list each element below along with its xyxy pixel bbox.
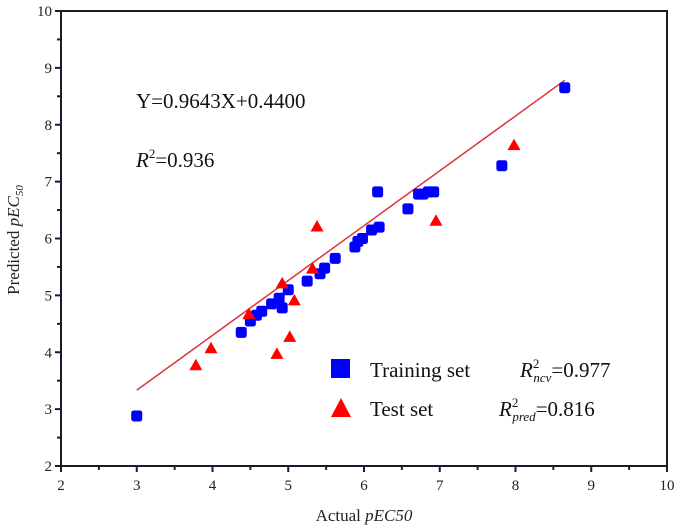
test-point-triangle-icon bbox=[283, 330, 297, 342]
legend-test-label: Test set bbox=[370, 397, 433, 421]
training-point-square-icon bbox=[329, 252, 341, 264]
ncv-value: =0.977 bbox=[551, 358, 610, 382]
training-point-square-icon bbox=[402, 203, 414, 215]
r2-letter: R bbox=[135, 148, 149, 172]
y-tick-label: 6 bbox=[45, 232, 53, 248]
training-point-square-icon bbox=[356, 233, 368, 244]
y-axis-title-subscript: 50 bbox=[14, 185, 26, 197]
test-point-triangle-icon bbox=[507, 138, 521, 151]
training-set-points bbox=[131, 82, 571, 422]
regression-line bbox=[136, 79, 566, 391]
y-axis-title-variable: pEC bbox=[4, 196, 23, 228]
training-legend-square-icon bbox=[331, 359, 350, 378]
training-point-square-icon bbox=[256, 305, 268, 317]
y-tick-label: 4 bbox=[45, 345, 53, 361]
axis-ticks bbox=[55, 10, 668, 472]
x-tick-label: 4 bbox=[209, 478, 217, 494]
training-point-square-icon bbox=[496, 160, 508, 172]
r2-value: =0.936 bbox=[155, 148, 214, 172]
x-tick-label: 7 bbox=[436, 478, 444, 494]
legend: Training set R2 ncv=0.977 Test set R2 pred… bbox=[331, 356, 610, 424]
test-point-triangle-icon bbox=[270, 347, 284, 359]
test-point-triangle-icon bbox=[204, 341, 218, 354]
y-tick-label: 9 bbox=[45, 61, 53, 77]
test-legend-triangle-icon bbox=[331, 398, 351, 417]
x-axis-title-prefix: Actual bbox=[316, 506, 366, 525]
pred-subscript: pred bbox=[511, 409, 536, 424]
x-tick-label: 10 bbox=[660, 478, 675, 494]
training-point-square-icon bbox=[301, 275, 313, 287]
legend-training-label: Training set bbox=[370, 358, 470, 382]
axis-tick-labels: 2 3 4 5 6 7 8 9 10 2 3 4 5 6 7 8 9 10 bbox=[37, 4, 675, 494]
training-point-square-icon bbox=[559, 82, 571, 94]
x-tick-label: 9 bbox=[588, 478, 596, 494]
x-tick-label: 2 bbox=[57, 478, 65, 494]
y-axis-title: Predicted pEC50 bbox=[4, 185, 26, 295]
training-point-square-icon bbox=[235, 326, 247, 338]
training-point-square-icon bbox=[372, 186, 384, 198]
training-point-square-icon bbox=[373, 221, 385, 233]
test-point-triangle-icon bbox=[429, 214, 443, 226]
x-tick-label: 8 bbox=[512, 478, 520, 494]
legend-pred-stat: R2 pred=0.816 bbox=[498, 395, 595, 424]
training-point-square-icon bbox=[273, 292, 285, 304]
x-axis-title-variable: pEC50 bbox=[364, 506, 413, 525]
r2-superscript: 2 bbox=[149, 146, 156, 161]
x-tick-label: 3 bbox=[133, 478, 141, 494]
ncv-letter: R bbox=[519, 358, 533, 382]
y-tick-label: 8 bbox=[45, 118, 53, 134]
test-point-triangle-icon bbox=[189, 358, 203, 371]
pred-letter: R bbox=[498, 397, 512, 421]
regression-equation: Y=0.9643X+0.4400 bbox=[136, 89, 306, 113]
legend-ncv-stat: R2 ncv=0.977 bbox=[519, 356, 610, 385]
ncv-superscript: 2 bbox=[533, 356, 540, 371]
x-axis-title: Actual pEC50 bbox=[316, 506, 413, 525]
training-point-square-icon bbox=[276, 302, 288, 314]
test-point-triangle-icon bbox=[242, 307, 256, 320]
pred-superscript: 2 bbox=[512, 395, 519, 410]
y-tick-label: 2 bbox=[45, 459, 53, 475]
test-point-triangle-icon bbox=[275, 276, 289, 289]
y-tick-label: 7 bbox=[45, 175, 53, 191]
x-tick-label: 5 bbox=[285, 478, 293, 494]
test-point-triangle-icon bbox=[287, 293, 301, 306]
y-tick-label: 10 bbox=[37, 4, 52, 20]
training-point-square-icon bbox=[319, 262, 331, 274]
y-tick-label: 5 bbox=[45, 288, 53, 304]
y-axis-title-prefix: Predicted bbox=[4, 226, 23, 294]
training-point-square-icon bbox=[428, 186, 440, 198]
fit-line bbox=[136, 79, 566, 391]
training-point-square-icon bbox=[131, 410, 143, 422]
r-squared-annotation: R2=0.936 bbox=[135, 146, 214, 172]
test-set-points bbox=[189, 138, 521, 371]
x-tick-label: 6 bbox=[360, 478, 368, 494]
test-point-triangle-icon bbox=[310, 219, 324, 232]
test-point-triangle-icon bbox=[305, 262, 319, 274]
pred-value: =0.816 bbox=[536, 397, 595, 421]
y-tick-label: 3 bbox=[45, 402, 53, 418]
ncv-subscript: ncv bbox=[533, 370, 551, 385]
